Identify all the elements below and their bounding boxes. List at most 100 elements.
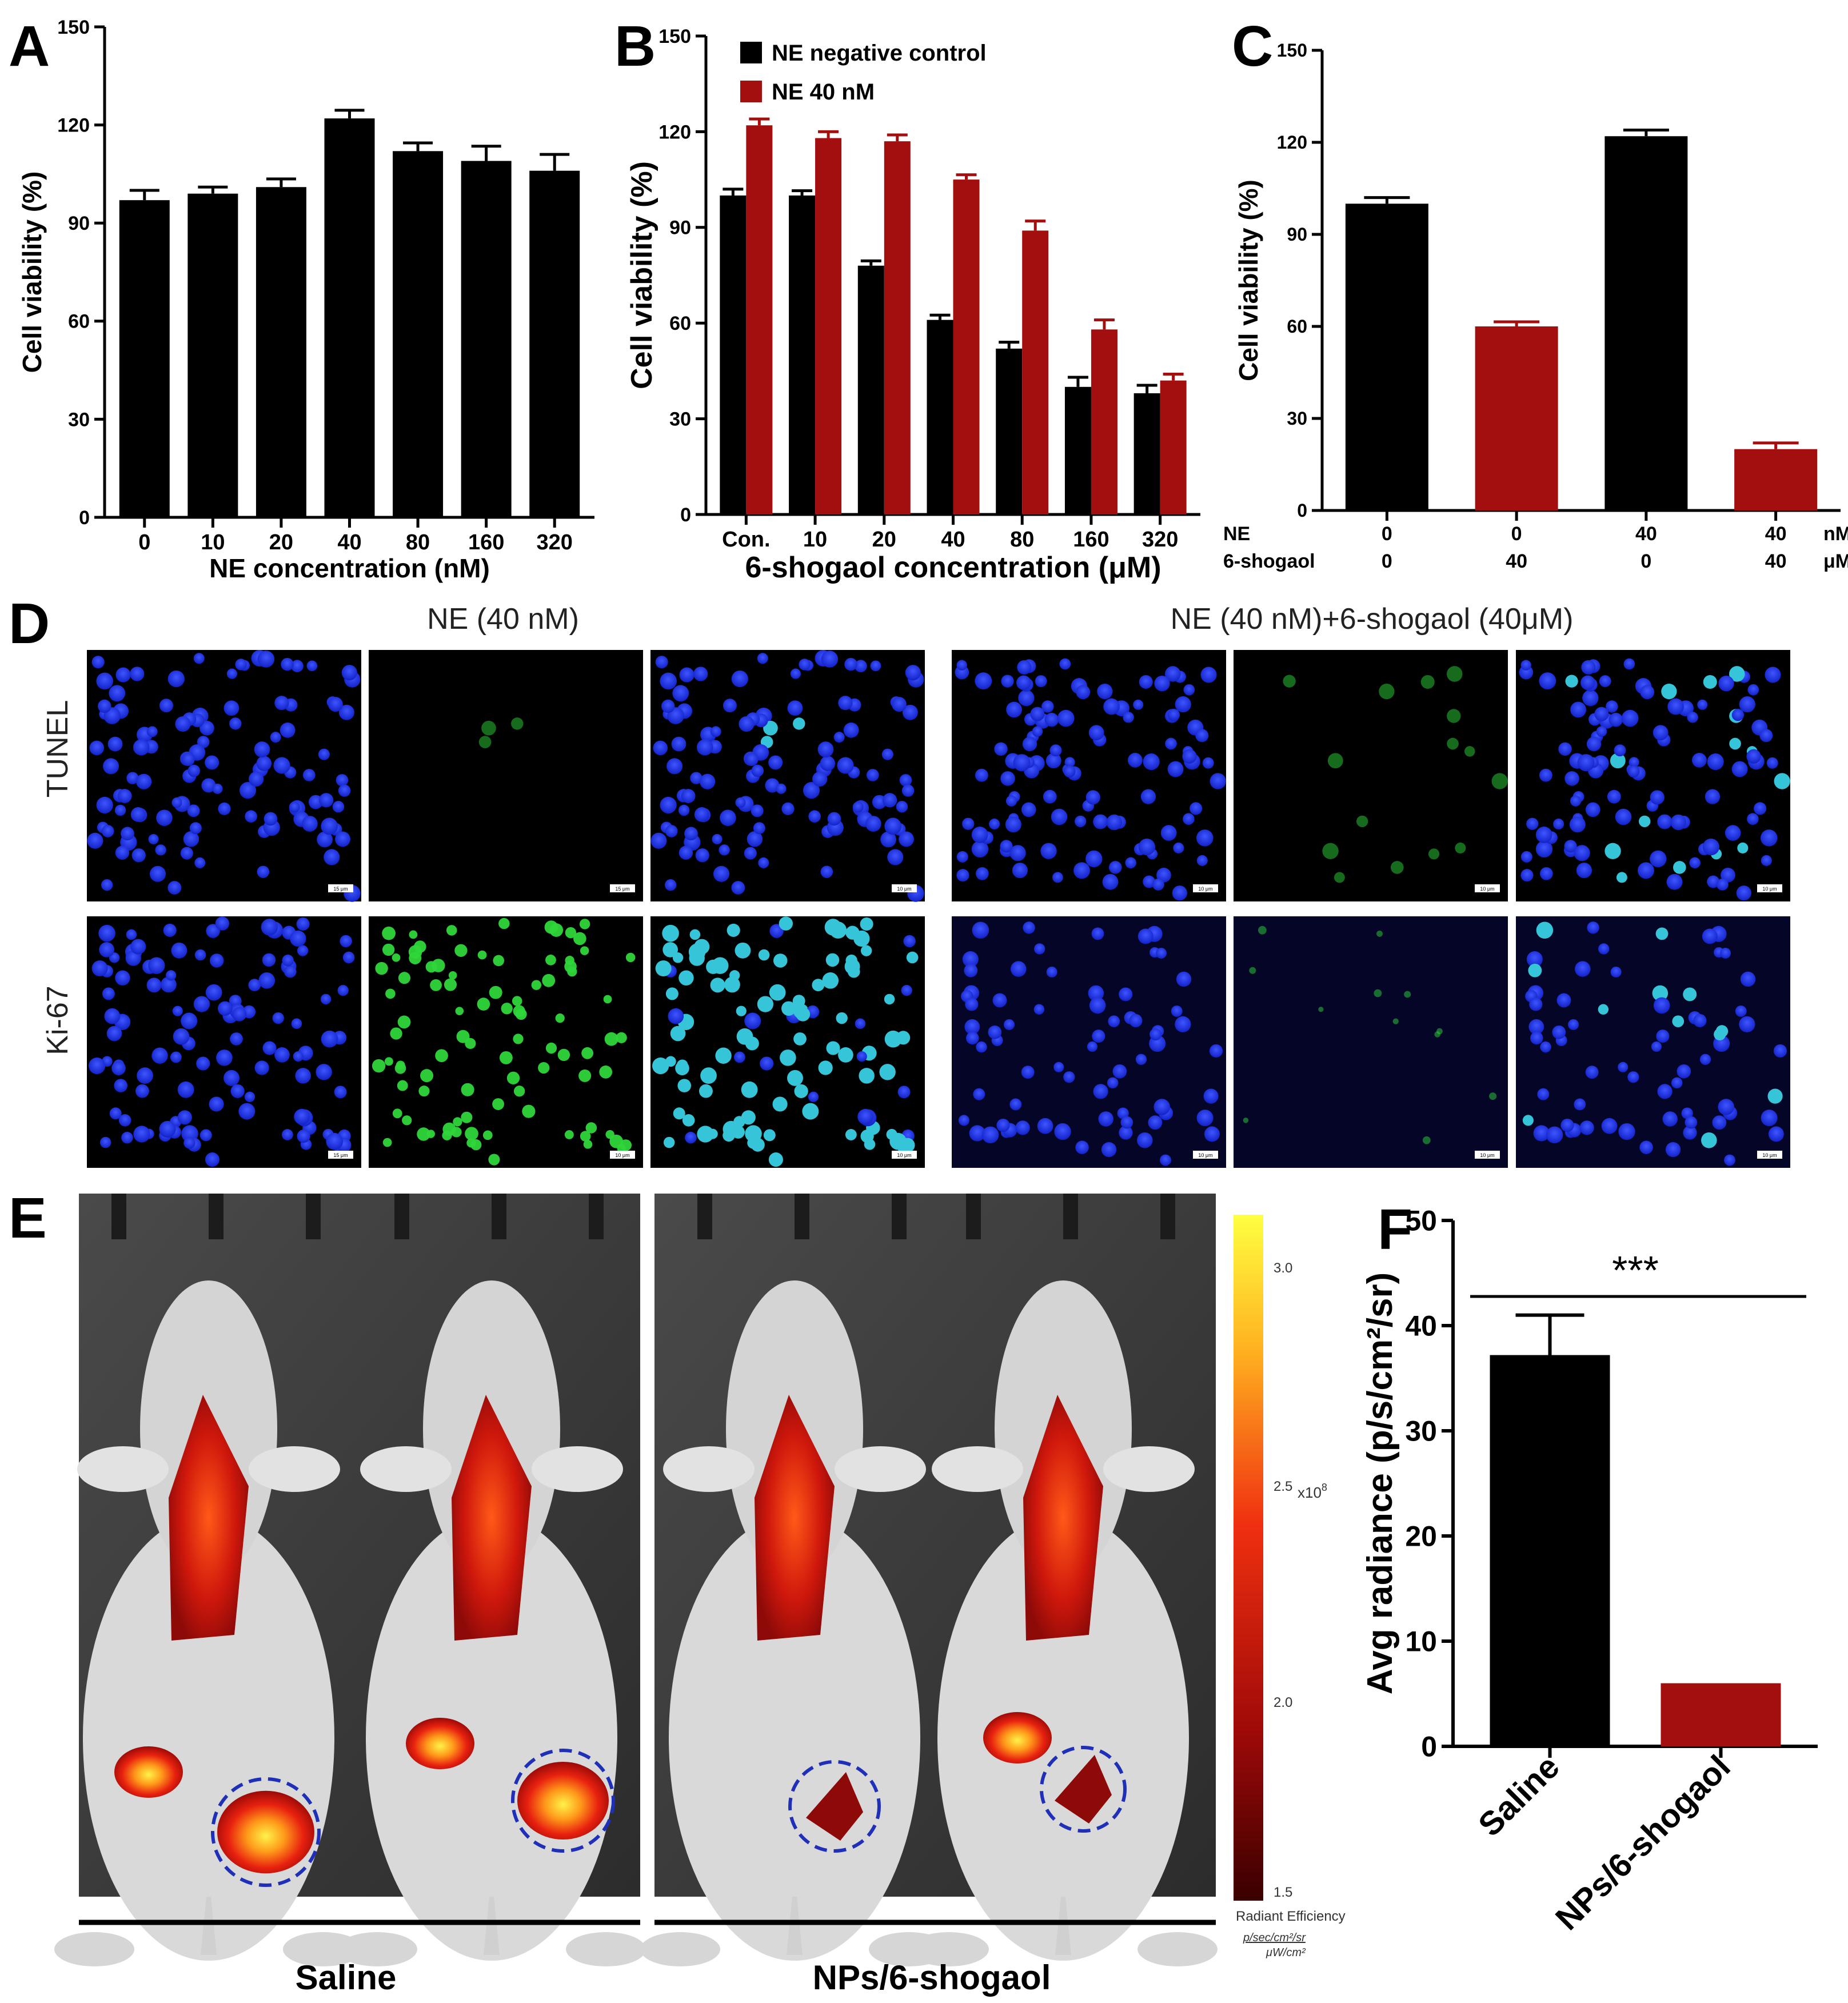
row-unit: nM bbox=[1823, 523, 1848, 545]
nucleus bbox=[148, 957, 165, 974]
stained-nucleus bbox=[461, 1083, 474, 1096]
y-tick-label: 0 bbox=[79, 507, 90, 529]
stained-nucleus bbox=[398, 972, 411, 984]
nucleus bbox=[652, 1057, 669, 1075]
nucleus bbox=[681, 789, 696, 803]
nucleus bbox=[1670, 814, 1687, 831]
nucleus bbox=[1653, 997, 1670, 1014]
nucleus bbox=[194, 949, 206, 961]
nucleus bbox=[1530, 1031, 1543, 1045]
nucleus bbox=[812, 771, 828, 787]
nucleus bbox=[1128, 752, 1143, 768]
nucleus bbox=[1528, 1019, 1544, 1035]
nucleus bbox=[248, 979, 261, 992]
nucleus bbox=[729, 970, 740, 981]
nucleus bbox=[1746, 749, 1761, 764]
nucleus bbox=[293, 1051, 304, 1062]
stained-nucleus bbox=[1249, 967, 1256, 974]
y-tick-label: 30 bbox=[68, 409, 90, 430]
nucleus bbox=[1720, 948, 1731, 959]
nucleus bbox=[1576, 863, 1592, 879]
nucleus bbox=[1051, 808, 1068, 825]
nucleus bbox=[796, 1007, 811, 1022]
nucleus bbox=[218, 802, 231, 815]
nucleus bbox=[256, 756, 272, 771]
nucleus bbox=[1552, 1025, 1566, 1039]
nucleus bbox=[173, 1028, 190, 1045]
nucleus bbox=[821, 651, 839, 668]
nucleus bbox=[897, 1086, 911, 1099]
nucleus bbox=[1133, 699, 1144, 710]
nucleus bbox=[855, 660, 867, 673]
nucleus bbox=[1119, 987, 1133, 1002]
nucleus bbox=[102, 987, 115, 1000]
row-value: 0 bbox=[1511, 523, 1522, 545]
y-tick-label: 90 bbox=[1287, 224, 1307, 245]
nucleus bbox=[1702, 928, 1718, 944]
nucleus bbox=[751, 804, 764, 817]
nucleus bbox=[1739, 1016, 1755, 1032]
scale-bar-label: 10 μm bbox=[897, 886, 911, 892]
nucleus bbox=[1616, 872, 1627, 883]
nucleus bbox=[235, 659, 247, 671]
nucleus bbox=[245, 810, 257, 823]
micrograph: 10 μm bbox=[650, 650, 925, 902]
nucleus bbox=[297, 945, 309, 956]
micrograph-bg bbox=[1234, 650, 1508, 901]
y-axis-label: Cell viability (%) bbox=[625, 161, 658, 389]
micrograph: 10 μm bbox=[1234, 650, 1508, 901]
nucleus bbox=[781, 1001, 796, 1016]
stained-nucleus bbox=[493, 955, 505, 967]
nucleus bbox=[1621, 709, 1639, 727]
nucleus bbox=[167, 670, 185, 688]
nucleus bbox=[341, 665, 357, 681]
nucleus bbox=[1703, 675, 1717, 689]
bar bbox=[720, 195, 747, 514]
nucleus bbox=[1129, 1014, 1143, 1028]
nucleus bbox=[1761, 1110, 1778, 1127]
nucleus bbox=[1677, 1064, 1691, 1079]
nucleus bbox=[903, 935, 916, 948]
nucleus bbox=[1618, 1123, 1635, 1140]
e-group-label-nps: NPs/6-shogaol bbox=[813, 1958, 1051, 1997]
nucleus bbox=[1075, 815, 1087, 828]
nucleus bbox=[130, 939, 146, 955]
nucleus bbox=[1627, 1071, 1639, 1083]
scale-bar-label: 10 μm bbox=[1762, 886, 1777, 892]
nucleus bbox=[1536, 921, 1554, 939]
nucleus bbox=[662, 942, 678, 957]
nucleus bbox=[1765, 667, 1781, 683]
nucleus bbox=[328, 697, 343, 712]
nucleus bbox=[1138, 838, 1156, 856]
nucleus bbox=[274, 1047, 290, 1063]
nucleus bbox=[1017, 660, 1032, 675]
scale-bar bbox=[892, 1151, 917, 1159]
nucleus bbox=[1539, 768, 1552, 782]
nucleus bbox=[1627, 765, 1640, 778]
nucleus bbox=[172, 1006, 183, 1016]
restraint-bar bbox=[492, 1194, 506, 1239]
nucleus bbox=[183, 1137, 195, 1149]
d-title-right: NE (40 nM)+6-shogaol (40μM) bbox=[1171, 603, 1574, 636]
bar bbox=[461, 161, 512, 517]
nucleus bbox=[302, 816, 318, 832]
nucleus bbox=[700, 1067, 717, 1084]
nucleus bbox=[98, 924, 115, 942]
nucleus bbox=[1652, 985, 1669, 1002]
nucleus bbox=[1608, 712, 1623, 727]
nucleus bbox=[757, 653, 768, 664]
y-tick-label: 30 bbox=[669, 409, 691, 430]
stained-nucleus bbox=[581, 1047, 594, 1059]
stained-nucleus bbox=[402, 1115, 412, 1126]
nucleus bbox=[1112, 1064, 1127, 1079]
nucleus bbox=[239, 782, 257, 799]
x-tick-label: 20 bbox=[269, 530, 293, 554]
nucleus bbox=[751, 764, 764, 777]
nucleus bbox=[149, 865, 166, 882]
nucleus bbox=[1736, 885, 1751, 901]
nucleus bbox=[1176, 971, 1192, 987]
nucleus bbox=[272, 1012, 284, 1024]
bar bbox=[996, 348, 1023, 514]
nucleus bbox=[1149, 1028, 1162, 1041]
nucleus bbox=[966, 1031, 979, 1045]
